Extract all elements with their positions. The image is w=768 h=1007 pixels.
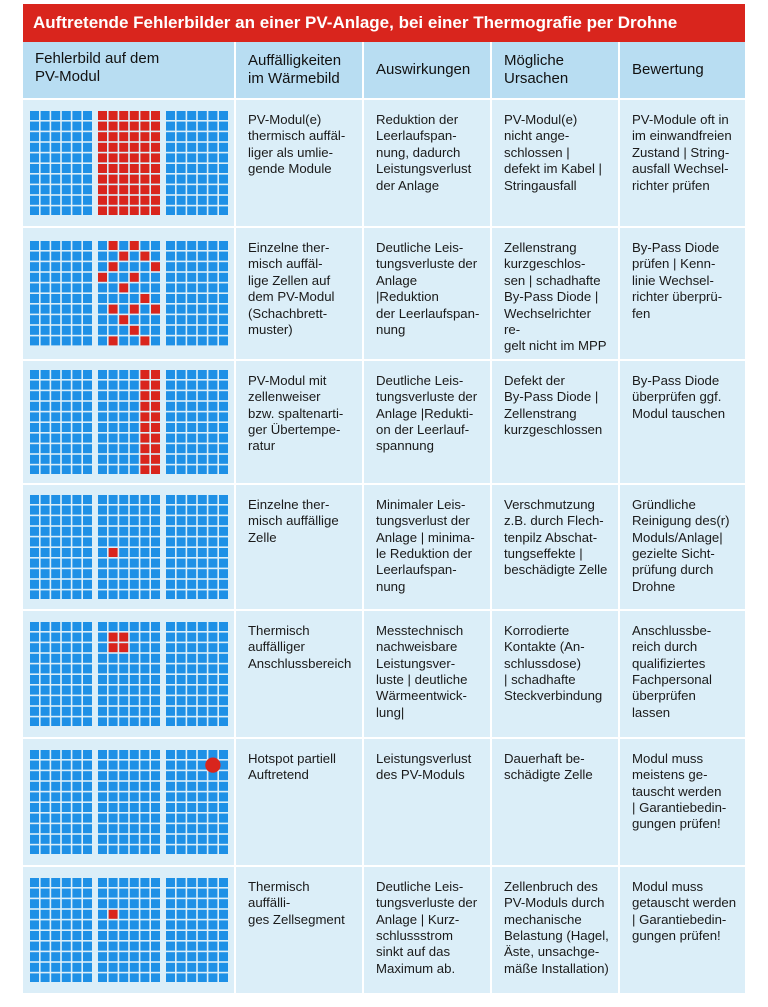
cell-bewertung: PV-Module oft in im einwandfreien Zustan… [619,99,745,228]
thermal-panel-column [29,369,228,475]
fault-pattern-cell [23,483,236,611]
table-row: Einzelne ther- misch auffäl- lige Zellen… [23,227,745,361]
cell-auswirkungen: Minimaler Leis- tungsverlust der Anlage … [363,483,492,611]
thermal-panel-junction [29,621,228,727]
hotspot-marker [204,757,221,773]
table-row: Einzelne ther- misch auffällige Zelle Min… [23,483,745,611]
header-bewertung: Bewertung [619,42,745,100]
thermal-panel-segment [29,877,228,983]
cell-ursachen: Defekt der By-Pass Diode | Zellenstrang … [491,359,620,485]
fault-pattern-cell [23,609,236,739]
cell-auswirkungen: Leistungsverlust des PV-Moduls [363,737,492,867]
thermal-panel-checkerboard [29,241,228,346]
cell-auffaelligkeiten: PV-Modul mit zellenweiser bzw. spaltenar… [235,359,364,485]
cell-ursachen: PV-Modul(e) nicht ange- schlossen | defe… [491,99,620,228]
cell-auffaelligkeiten: Thermisch auffälli- ges Zellsegment [235,865,364,995]
fault-pattern-cell [23,737,236,867]
cell-ursachen: Verschmutzung z.B. durch Flech- tenpilz … [491,483,620,611]
thermal-panel-hotspot [29,749,228,855]
table-header-row: Fehlerbild auf dem PV-Modul Auffälligkei… [23,42,745,100]
table-row: Thermisch auffälli- ges Zellsegment Deutl… [23,865,745,995]
cell-ursachen: Dauerhaft be- schädigte Zelle [491,737,620,867]
fault-pattern-cell [23,359,236,485]
header-fehlerbild: Fehlerbild auf dem PV-Modul [23,42,236,100]
cell-bewertung: Anschlussbe- reich durch qualifiziertes … [619,609,745,739]
cell-auswirkungen: Reduktion der Leerlaufspan- nung, dadurc… [363,99,492,228]
cell-ursachen: Zellenstrang kurzgeschlos- sen | schadha… [491,227,620,361]
header-auffaelligkeiten: Auffälligkeiten im Wärmebild [235,42,364,100]
fault-pattern-cell [23,99,236,228]
cell-auffaelligkeiten: Hotspot partiell Auftretend [235,737,364,867]
table-row: Thermisch auffälliger Anschlussbereich Me… [23,609,745,739]
fault-pattern-cell [23,865,236,995]
table-row: Hotspot partiell Auftretend Leistungsverl… [23,737,745,867]
cell-auffaelligkeiten: PV-Modul(e) thermisch auffäl- liger als … [235,99,364,228]
cell-auswirkungen: Messtechnisch nachweisbare Leistungsver-… [363,609,492,739]
cell-bewertung: Modul muss meistens ge- tauscht werden |… [619,737,745,867]
fault-table: Fehlerbild auf dem PV-Modul Auffälligkei… [23,42,745,995]
cell-ursachen: Zellenbruch des PV-Moduls durch mechanis… [491,865,620,995]
cell-bewertung: Modul muss getauscht werden | Garantiebe… [619,865,745,995]
page-title: Auftretende Fehlerbilder an einer PV-Anl… [23,4,745,42]
cell-bewertung: By-Pass Diode prüfen | Kenn- linie Wechs… [619,227,745,361]
thermal-panel-single-cell [29,494,228,600]
header-ursachen: Mögliche Ursachen [491,42,620,100]
cell-auswirkungen: Deutliche Leis- tungsverluste der Anlage… [363,865,492,995]
header-auswirkungen: Auswirkungen [363,42,492,100]
fault-pattern-cell [23,227,236,361]
cell-ursachen: Korrodierte Kontakte (An- schlussdose) |… [491,609,620,739]
table-row: PV-Modul mit zellenweiser bzw. spaltenar… [23,359,745,485]
table-row: PV-Modul(e) thermisch auffäl- liger als … [23,99,745,228]
cell-auffaelligkeiten: Thermisch auffälliger Anschlussbereich [235,609,364,739]
thermal-panel-module-hot [29,110,228,216]
cell-auswirkungen: Deutliche Leis- tungsverluste der Anlage… [363,227,492,361]
cell-auffaelligkeiten: Einzelne ther- misch auffällige Zelle [235,483,364,611]
cell-auswirkungen: Deutliche Leis- tungsverluste der Anlage… [363,359,492,485]
cell-bewertung: Gründliche Reinigung des(r) Moduls/Anlag… [619,483,745,611]
cell-auffaelligkeiten: Einzelne ther- misch auffäl- lige Zellen… [235,227,364,361]
cell-bewertung: By-Pass Diode überprüfen ggf. Modul taus… [619,359,745,485]
